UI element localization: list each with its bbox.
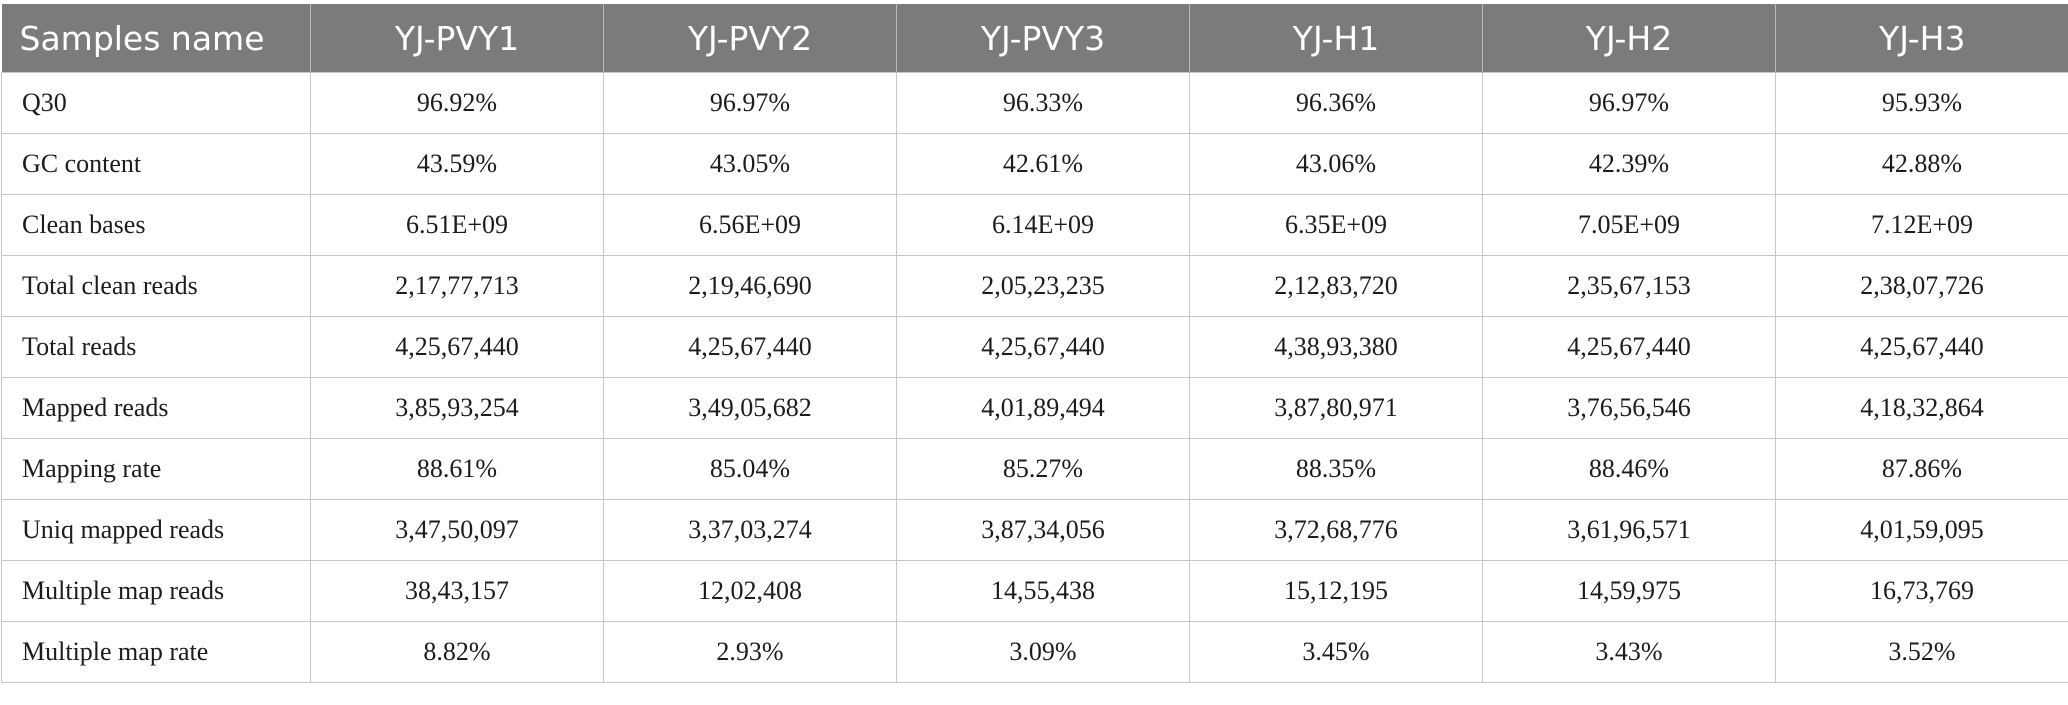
row-label-cell: Q30	[1, 72, 311, 134]
header-cell-sample: YJ-H3	[1775, 4, 2068, 73]
value-cell: 2,12,83,720	[1189, 255, 1483, 317]
value-cell: 96.97%	[1482, 72, 1776, 134]
value-cell: 4,25,67,440	[1775, 316, 2068, 378]
value-cell: 3.45%	[1189, 621, 1483, 683]
row-label-cell: Uniq mapped reads	[1, 499, 311, 561]
value-cell: 14,55,438	[896, 560, 1190, 622]
value-cell: 42.39%	[1482, 133, 1776, 195]
value-cell: 4,01,59,095	[1775, 499, 2068, 561]
row-label-cell: Mapped reads	[1, 377, 311, 439]
value-cell: 4,25,67,440	[603, 316, 897, 378]
value-cell: 8.82%	[310, 621, 604, 683]
value-cell: 4,38,93,380	[1189, 316, 1483, 378]
table-row: Multiple map reads 38,43,157 12,02,408 14,5…	[1, 560, 2068, 622]
value-cell: 3.52%	[1775, 621, 2068, 683]
value-cell: 3,85,93,254	[310, 377, 604, 439]
value-cell: 3,49,05,682	[603, 377, 897, 439]
row-label-cell: Total reads	[1, 316, 311, 378]
row-label-cell: Mapping rate	[1, 438, 311, 500]
value-cell: 3,76,56,546	[1482, 377, 1776, 439]
header-cell-sample: YJ-PVY3	[896, 4, 1190, 73]
value-cell: 15,12,195	[1189, 560, 1483, 622]
header-cell-samples-name: Samples name	[1, 4, 311, 73]
value-cell: 12,02,408	[603, 560, 897, 622]
value-cell: 3,61,96,571	[1482, 499, 1776, 561]
value-cell: 88.61%	[310, 438, 604, 500]
row-label-cell: GC content	[1, 133, 311, 195]
row-label-cell: Multiple map reads	[1, 560, 311, 622]
value-cell: 2,17,77,713	[310, 255, 604, 317]
header-cell-sample: YJ-PVY1	[310, 4, 604, 73]
value-cell: 38,43,157	[310, 560, 604, 622]
table-row: Clean bases 6.51E+09 6.56E+09 6.14E+09 6.35E…	[1, 194, 2068, 256]
value-cell: 42.88%	[1775, 133, 2068, 195]
table-header: Samples name YJ-PVY1 YJ-PVY2 YJ-PVY3 YJ-H1 YJ…	[1, 4, 2068, 73]
header-cell-sample: YJ-H1	[1189, 4, 1483, 73]
value-cell: 6.14E+09	[896, 194, 1190, 256]
row-label-cell: Multiple map rate	[1, 621, 311, 683]
value-cell: 3,87,34,056	[896, 499, 1190, 561]
value-cell: 2,35,67,153	[1482, 255, 1776, 317]
value-cell: 43.06%	[1189, 133, 1483, 195]
value-cell: 95.93%	[1775, 72, 2068, 134]
value-cell: 87.86%	[1775, 438, 2068, 500]
value-cell: 4,25,67,440	[1482, 316, 1776, 378]
table-row: Total reads 4,25,67,440 4,25,67,440 4,25,67…	[1, 316, 2068, 378]
value-cell: 96.33%	[896, 72, 1190, 134]
value-cell: 96.97%	[603, 72, 897, 134]
header-cell-sample: YJ-PVY2	[603, 4, 897, 73]
table-body: Q30 96.92% 96.97% 96.33% 96.36% 96.97% 95.93% G…	[1, 72, 2068, 683]
value-cell: 43.05%	[603, 133, 897, 195]
value-cell: 7.12E+09	[1775, 194, 2068, 256]
header-row: Samples name YJ-PVY1 YJ-PVY2 YJ-PVY3 YJ-H1 YJ…	[1, 4, 2068, 73]
table-row: Q30 96.92% 96.97% 96.33% 96.36% 96.97% 95.93%	[1, 72, 2068, 134]
value-cell: 4,01,89,494	[896, 377, 1190, 439]
row-label-cell: Clean bases	[1, 194, 311, 256]
value-cell: 3,47,50,097	[310, 499, 604, 561]
data-table-container: Samples name YJ-PVY1 YJ-PVY2 YJ-PVY3 YJ-H1 YJ…	[1, 4, 2068, 683]
value-cell: 4,25,67,440	[896, 316, 1190, 378]
value-cell: 43.59%	[310, 133, 604, 195]
table-row: Mapped reads 3,85,93,254 3,49,05,682 4,01,8…	[1, 377, 2068, 439]
value-cell: 2,19,46,690	[603, 255, 897, 317]
value-cell: 7.05E+09	[1482, 194, 1776, 256]
value-cell: 3,37,03,274	[603, 499, 897, 561]
sequencing-stats-table: Samples name YJ-PVY1 YJ-PVY2 YJ-PVY3 YJ-H1 YJ…	[1, 4, 2068, 683]
value-cell: 2.93%	[603, 621, 897, 683]
value-cell: 6.56E+09	[603, 194, 897, 256]
value-cell: 3,87,80,971	[1189, 377, 1483, 439]
value-cell: 42.61%	[896, 133, 1190, 195]
value-cell: 96.36%	[1189, 72, 1483, 134]
value-cell: 6.51E+09	[310, 194, 604, 256]
value-cell: 4,25,67,440	[310, 316, 604, 378]
value-cell: 3.43%	[1482, 621, 1776, 683]
value-cell: 3.09%	[896, 621, 1190, 683]
value-cell: 2,38,07,726	[1775, 255, 2068, 317]
value-cell: 85.27%	[896, 438, 1190, 500]
value-cell: 2,05,23,235	[896, 255, 1190, 317]
value-cell: 4,18,32,864	[1775, 377, 2068, 439]
table-row: Total clean reads 2,17,77,713 2,19,46,690 2…	[1, 255, 2068, 317]
value-cell: 88.35%	[1189, 438, 1483, 500]
value-cell: 6.35E+09	[1189, 194, 1483, 256]
table-row: Uniq mapped reads 3,47,50,097 3,37,03,274 3…	[1, 499, 2068, 561]
header-cell-sample: YJ-H2	[1482, 4, 1776, 73]
value-cell: 3,72,68,776	[1189, 499, 1483, 561]
table-row: Multiple map rate 8.82% 2.93% 3.09% 3.45% 3.4…	[1, 621, 2068, 683]
table-row: Mapping rate 88.61% 85.04% 85.27% 88.35% 88.4…	[1, 438, 2068, 500]
value-cell: 96.92%	[310, 72, 604, 134]
value-cell: 88.46%	[1482, 438, 1776, 500]
value-cell: 16,73,769	[1775, 560, 2068, 622]
value-cell: 14,59,975	[1482, 560, 1776, 622]
table-row: GC content 43.59% 43.05% 42.61% 43.06% 42.39%…	[1, 133, 2068, 195]
row-label-cell: Total clean reads	[1, 255, 311, 317]
value-cell: 85.04%	[603, 438, 897, 500]
